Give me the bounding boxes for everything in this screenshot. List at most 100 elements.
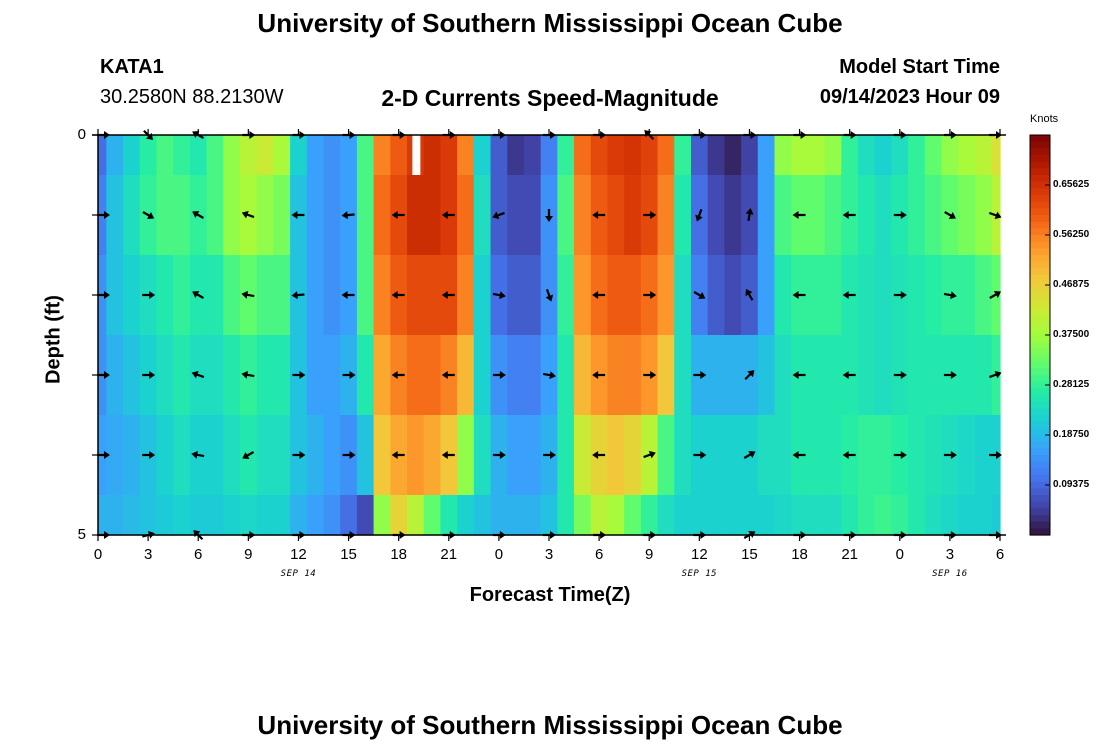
heatmap-cell (991, 495, 1001, 536)
colorbar-segment (1030, 301, 1050, 309)
heatmap-cell (757, 495, 776, 536)
colorbar-segment (1030, 361, 1050, 369)
heatmap-cell (807, 495, 826, 536)
heatmap-cell (390, 495, 408, 536)
heatmap-cell (824, 335, 842, 416)
current-arrow (543, 451, 556, 459)
heatmap-cell (774, 135, 792, 176)
heatmap-cell (306, 255, 325, 336)
current-arrow (442, 131, 456, 139)
heatmap-cell (674, 175, 692, 256)
heatmap-cell (407, 415, 425, 496)
current-arrow (441, 291, 455, 299)
heatmap-cell (974, 415, 993, 496)
current-arrow (592, 291, 606, 299)
heatmap-cell (173, 255, 191, 336)
heatmap-cell (323, 255, 341, 336)
current-arrow (492, 371, 506, 379)
colorbar-segment (1030, 335, 1050, 343)
heatmap-cell (824, 135, 842, 176)
heatmap-cell (273, 175, 291, 256)
colorbar-segment (1030, 195, 1050, 203)
chart-title: University of Southern Mississippi Ocean… (257, 8, 843, 38)
heatmap-cell (841, 495, 859, 536)
heatmap-cell (908, 175, 926, 256)
current-arrow (441, 211, 455, 219)
heatmap-cell (173, 175, 191, 256)
heatmap-cell (373, 415, 391, 496)
heatmap-cell (223, 495, 241, 536)
heatmap-cell (123, 415, 141, 496)
heatmap-cell (974, 335, 993, 416)
heatmap-cell (841, 135, 859, 176)
heatmap-cell (674, 135, 692, 176)
heatmap-cell (590, 135, 609, 176)
current-arrow (543, 131, 556, 139)
heatmap-cell (473, 335, 492, 416)
heatmap-cell (423, 175, 442, 256)
heatmap-cell (98, 135, 107, 176)
current-arrow (292, 531, 306, 539)
heatmap-cell (858, 335, 876, 416)
heatmap-cell (807, 335, 826, 416)
heatmap-cell (98, 495, 107, 536)
current-arrow (442, 531, 456, 539)
heatmap-cell (557, 175, 575, 256)
current-arrow (543, 531, 556, 539)
colorbar-segment (1030, 415, 1050, 423)
heatmap-cell (206, 135, 224, 176)
heatmap-cell (457, 255, 475, 336)
current-arrow (593, 131, 607, 139)
heatmap-cell (707, 175, 725, 256)
current-arrow (492, 531, 506, 539)
heatmap-cell (807, 175, 826, 256)
heatmap-cell (507, 135, 525, 176)
date-label: SEP 15 (681, 569, 718, 579)
heatmap-cell (206, 175, 224, 256)
colorbar-segment (1030, 495, 1050, 503)
heatmap-cell (440, 495, 458, 536)
current-arrow (97, 371, 110, 379)
current-arrow (693, 371, 707, 379)
heatmap-cell (457, 175, 475, 256)
heatmap-cell (223, 335, 241, 416)
heatmap-cell (407, 495, 425, 536)
current-arrow (693, 451, 707, 459)
colorbar-segment (1030, 528, 1050, 536)
colorbar-segment (1030, 348, 1050, 356)
colorbar-segment (1030, 448, 1050, 456)
current-arrow (97, 211, 110, 219)
x-tick-label: 6 (594, 546, 604, 563)
colorbar-segment (1030, 355, 1050, 363)
current-arrow (441, 371, 455, 379)
heatmap-cell (807, 135, 826, 176)
current-arrow (989, 131, 1002, 139)
heatmap-cell (757, 255, 776, 336)
heatmap-cell (791, 135, 809, 176)
colorbar-segment (1030, 461, 1050, 469)
chart-subtitle: 2-D Currents Speed-Magnitude (381, 85, 719, 111)
colorbar-segment (1030, 408, 1050, 416)
heatmap-cell (958, 175, 976, 256)
current-arrow (695, 208, 703, 222)
current-arrow (842, 291, 856, 299)
heatmap-cell (974, 255, 993, 336)
heatmap-cell (273, 135, 291, 176)
heatmap-cell (858, 255, 876, 336)
heatmap-cell (557, 335, 575, 416)
heatmap-cell (189, 495, 208, 536)
heatmap-cell (273, 255, 291, 336)
heatmap-cell (707, 135, 725, 176)
heatmap-cell (624, 335, 642, 416)
heatmap-cell (891, 495, 909, 536)
heatmap-cell (607, 335, 625, 416)
heatmap-cell (941, 495, 959, 536)
colorbar-tick-label: 0.56250 (1053, 229, 1090, 240)
colorbar-segment (1030, 221, 1050, 229)
heatmap-cell (423, 255, 442, 336)
heatmap-cell (707, 495, 725, 536)
current-arrow (843, 131, 857, 139)
heatmap-cell (624, 495, 642, 536)
heatmap-cell (958, 335, 976, 416)
heatmap-cell (724, 175, 742, 256)
